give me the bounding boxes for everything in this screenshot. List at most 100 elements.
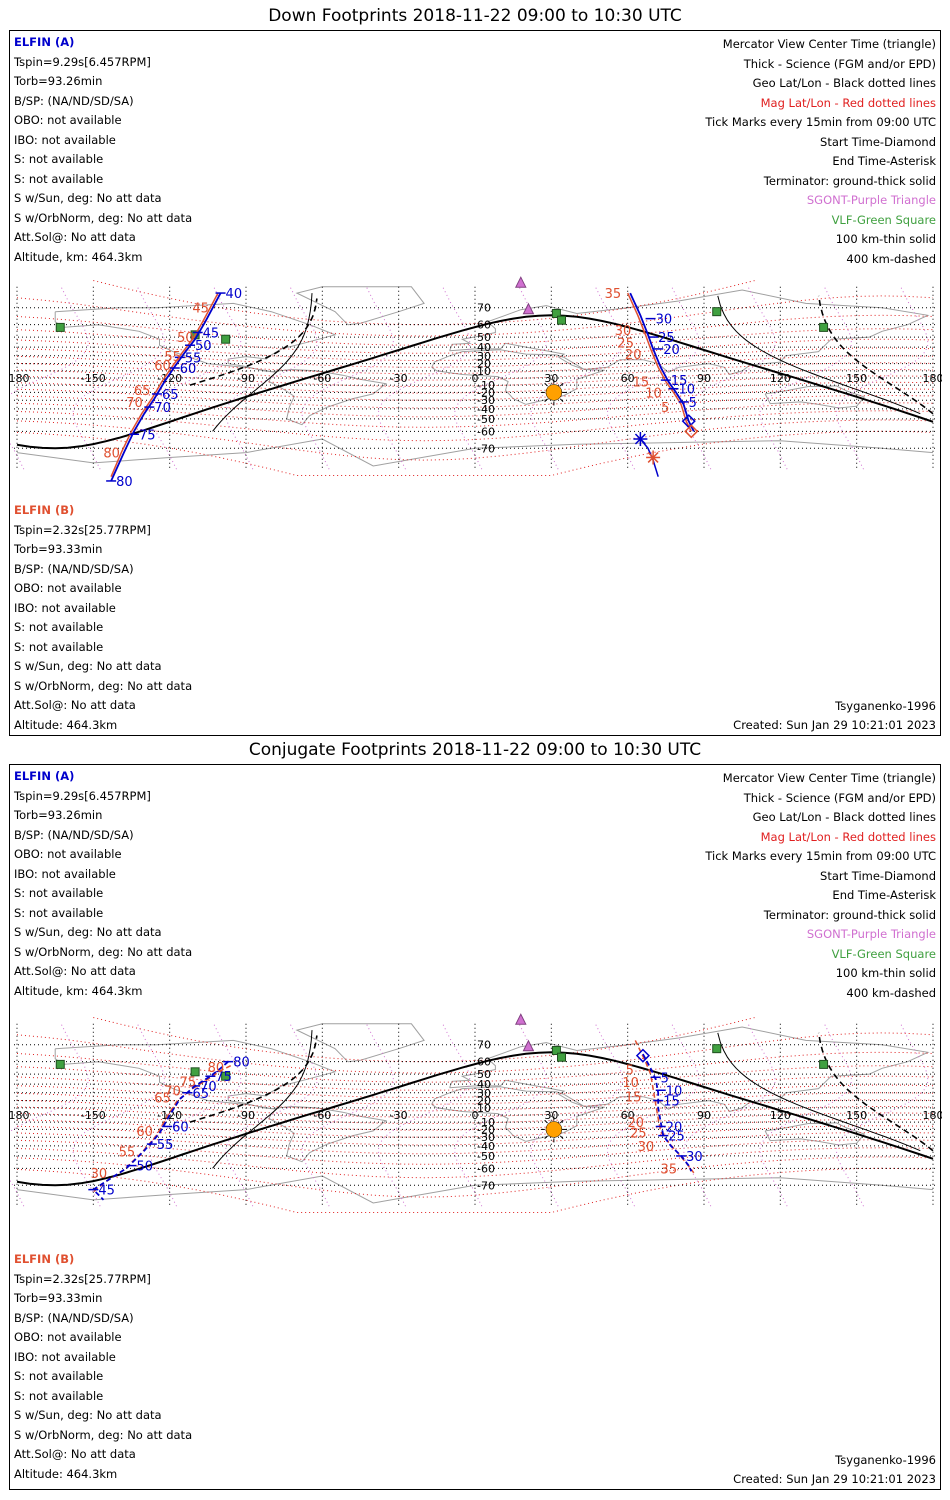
track-time-label: 15 (633, 376, 650, 391)
track-time-label: 15 (625, 1091, 642, 1106)
mag-lat-line (16, 1156, 934, 1198)
panel-title-conjugate: Conjugate Footprints 2018-11-22 09:00 to… (248, 740, 702, 760)
coastline (16, 438, 934, 467)
elfin-a-line: Att.Sol@: No att data (14, 964, 136, 978)
terminator-ground (16, 314, 934, 450)
lat-tick-label: 50 (477, 331, 491, 344)
track-time-label: 30 (615, 324, 632, 339)
mag-lat-line (16, 328, 934, 354)
elfin-a-line: B/SP: (NA/ND/SD/SA) (14, 827, 134, 842)
lat-tick-label: -30 (477, 394, 495, 407)
track-blue-line (642, 1053, 693, 1172)
elfin-b-line: IBO: not available (14, 1349, 116, 1364)
legend-item: Mag Lat/Lon - Red dotted lines (760, 95, 936, 110)
legend-item: Start Time-Diamond (820, 868, 936, 883)
track-time-label: 10 (666, 1084, 683, 1099)
track-time-label: 5 (661, 1071, 669, 1086)
elfin-b-line: S: not available (14, 1369, 104, 1383)
elfin-a-line: IBO: not available (14, 132, 116, 147)
track-time-label: 70 (126, 396, 143, 411)
track-time-label: 60 (154, 359, 171, 374)
created-label: Created: Sun Jan 29 10:21:01 2023 (733, 718, 936, 732)
track-time-label: 25 (658, 331, 675, 346)
lat-tick-label: 40 (477, 1078, 491, 1091)
coastline (54, 302, 388, 426)
legend: Mercator View Center Time (triangle) Thi… (705, 35, 936, 269)
sgont-purple-triangle (522, 302, 535, 315)
lon-tick-label: -150 (81, 372, 106, 385)
mag-lat-line (16, 1167, 934, 1213)
track-time-label: 15 (663, 1095, 680, 1110)
lat-tick-label: 30 (477, 350, 491, 363)
lon-tick-label: 30 (544, 1109, 558, 1122)
track-time-label: 20 (627, 1116, 644, 1131)
mag-lat-line (16, 381, 934, 401)
track-time-label: 75 (215, 1070, 232, 1085)
elfin-a-header: ELFIN (A) (14, 35, 75, 49)
sun-ray (559, 382, 564, 387)
mag-lat-line (16, 1131, 934, 1155)
track-time-label: 55 (119, 1146, 136, 1161)
track-time-label: 25 (630, 1126, 647, 1141)
mag-lat-line (93, 1017, 756, 1063)
elfin-b-line: Att.Sol@: No att data (14, 698, 136, 712)
lon-tick-label: -30 (390, 372, 408, 385)
lat-tick-label: -50 (477, 413, 495, 426)
terminator-100km (717, 295, 921, 415)
elfin-b-line: Att.Sol@: No att data (14, 1447, 136, 1461)
lat-tick-label: -20 (477, 386, 495, 399)
terminator-100km (212, 1030, 313, 1169)
sun-ray (544, 398, 548, 402)
coastline (54, 1039, 388, 1163)
vlf-green-square (55, 1059, 65, 1069)
lat-tick-label: -10 (477, 379, 495, 392)
sgont-purple-triangle (514, 1013, 527, 1025)
coastline (431, 349, 605, 405)
elfin-b-line: Torb=93.33min (14, 542, 103, 556)
track-time-label: 75 (180, 1075, 197, 1090)
track-time-label: 65 (192, 1087, 209, 1102)
lat-tick-label: 10 (477, 1102, 491, 1115)
coastline (449, 289, 930, 376)
lat-tick-label: -40 (477, 403, 495, 416)
track-blue-line (110, 292, 222, 482)
track-time-label: 25 (668, 1130, 685, 1145)
track-time-label: 10 (622, 1076, 639, 1091)
lat-tick-label: -20 (477, 1123, 495, 1136)
vlf-green-square (557, 1052, 567, 1062)
mag-lat-line (16, 314, 934, 346)
end-asterisk (647, 451, 659, 463)
mag-lat-line (16, 1099, 934, 1118)
legend-item: Thick - Science (FGM and/or EPD) (743, 56, 936, 71)
lon-tick-label: 60 (621, 1109, 635, 1122)
coastline (295, 286, 425, 326)
elfin-b-line: Tspin=2.32s[25.77RPM] (14, 1271, 151, 1286)
track-time-label: 5 (626, 1063, 634, 1078)
sun-ray (559, 398, 564, 402)
vlf-green-square (221, 334, 231, 344)
elfin-b-line: B/SP: (NA/ND/SD/SA) (14, 561, 134, 576)
lat-tick-label: 70 (477, 1039, 491, 1052)
elfin-a-line: S w/OrbNorm, deg: No att data (14, 944, 193, 959)
vlf-green-square (551, 1046, 561, 1056)
track-red-line (110, 292, 219, 477)
mag-lat-line (16, 1051, 934, 1083)
track-time-label: 65 (134, 384, 151, 399)
sun-ray (544, 1119, 548, 1124)
track-time-label: 60 (136, 1125, 153, 1140)
sgont-purple-triangle (514, 276, 527, 288)
lat-tick-label: -60 (477, 1162, 495, 1175)
track-time-label: 55 (185, 351, 202, 366)
sun-icon (545, 1121, 563, 1138)
elfin-b-line: S w/Sun, deg: No att data (14, 1408, 162, 1422)
elfin-a-line: IBO: not available (14, 866, 116, 881)
elfin-b-line: IBO: not available (14, 600, 116, 615)
vlf-green-square (221, 1071, 231, 1081)
track-time-label: 70 (200, 1080, 217, 1095)
track-time-label: 10 (678, 383, 695, 398)
legend-item: Geo Lat/Lon - Black dotted lines (752, 76, 936, 90)
vlf-green-square (190, 1067, 200, 1077)
lat-tick-label: 50 (477, 1068, 491, 1081)
vlf-green-square (712, 1044, 722, 1054)
track-time-label: 15 (671, 374, 688, 389)
